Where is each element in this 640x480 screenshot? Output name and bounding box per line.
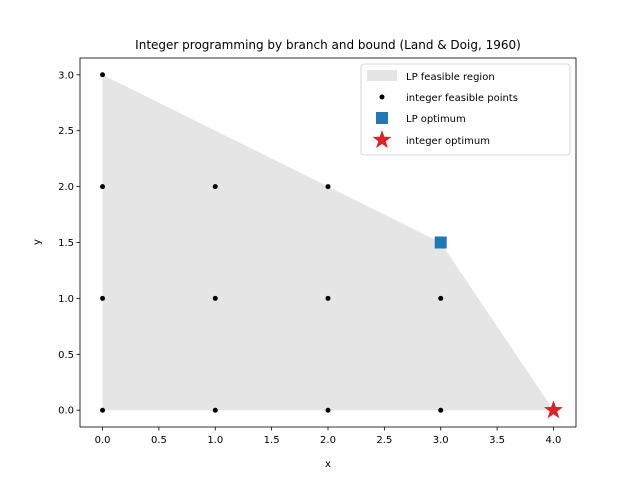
- legend-frame: [360, 63, 571, 156]
- legend-marker-integer-points: [379, 94, 385, 100]
- y-axis-label: y: [32, 239, 43, 245]
- y-tick-label: 1.0: [58, 294, 74, 305]
- y-tick-label: 0.0: [58, 406, 74, 417]
- y-tick-label: 2.0: [58, 182, 74, 193]
- x-tick-label: 2.0: [320, 435, 336, 446]
- y-axis-ticks: 0.0 0.5 1.0 1.5 2.0 2.5 3.0: [58, 70, 80, 417]
- integer-point: [325, 295, 331, 301]
- x-tick-label: 1.0: [207, 435, 223, 446]
- integer-point: [100, 295, 106, 301]
- legend-marker-integer-optimum: [372, 130, 392, 149]
- legend-label-integer-points: integer feasible points: [406, 93, 518, 104]
- legend-marker-lp-optimum: [376, 112, 388, 124]
- integer-point: [212, 407, 218, 413]
- y-tick-label: 1.5: [58, 238, 74, 249]
- legend: LP feasible region integer feasible poin…: [360, 63, 571, 156]
- x-tick-label: 1.5: [264, 435, 280, 446]
- integer-point: [100, 72, 106, 78]
- y-tick-label: 3.0: [58, 70, 74, 81]
- x-tick-label: 0.5: [151, 435, 167, 446]
- integer-point: [100, 407, 106, 413]
- x-tick-label: 3.5: [489, 435, 505, 446]
- x-axis-label: x: [325, 459, 331, 470]
- integer-point: [100, 184, 106, 190]
- chart-title: Integer programming by branch and bound …: [135, 38, 521, 52]
- legend-label-feasible-region: LP feasible region: [406, 72, 495, 83]
- lp-optimum-marker: [434, 236, 447, 249]
- legend-swatch-feasible-region: [367, 70, 397, 81]
- integer-point: [438, 407, 444, 413]
- integer-point: [438, 295, 444, 301]
- x-tick-label: 2.5: [376, 435, 392, 446]
- integer-point: [212, 295, 218, 301]
- lp-feasible-region: [102, 74, 554, 411]
- y-tick-label: 0.5: [58, 350, 74, 361]
- x-tick-label: 3.0: [433, 435, 449, 446]
- integer-optimum-marker: [543, 400, 563, 419]
- x-tick-label: 0.0: [95, 435, 111, 446]
- integer-point: [212, 184, 218, 190]
- integer-point: [325, 407, 331, 413]
- plot-area: [100, 72, 563, 419]
- legend-label-integer-optimum: integer optimum: [406, 136, 490, 147]
- legend-label-lp-optimum: LP optimum: [406, 114, 466, 125]
- x-axis-ticks: 0.0 0.5 1.0 1.5 2.0 2.5 3.0 3.5 4.0: [95, 427, 562, 446]
- x-tick-label: 4.0: [546, 435, 562, 446]
- integer-point: [325, 184, 331, 190]
- y-tick-label: 2.5: [58, 126, 74, 137]
